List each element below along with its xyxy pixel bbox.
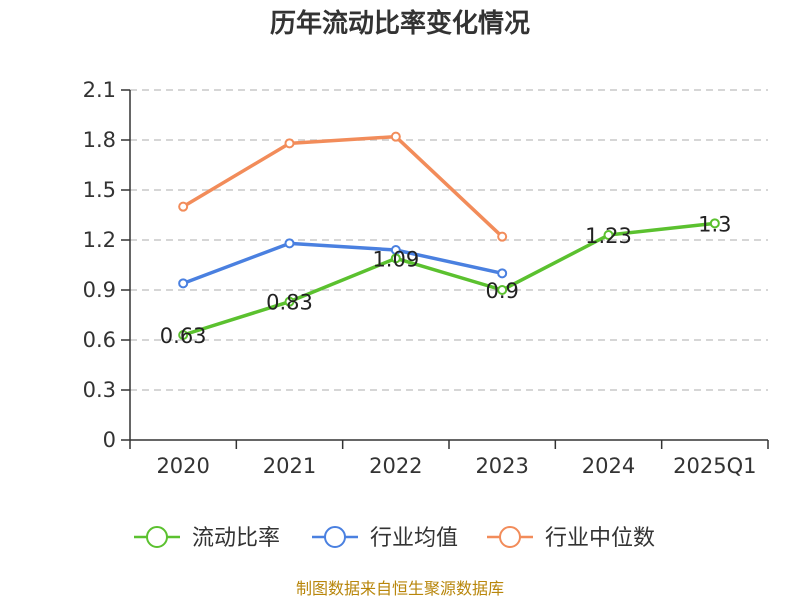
- series-line-0: [182, 221, 716, 337]
- data-point: [497, 268, 508, 279]
- data-point: [178, 201, 189, 212]
- series-line-2: [182, 134, 504, 238]
- legend-item-0[interactable]: 流动比率: [134, 526, 280, 551]
- x-tick-label: 2022: [369, 454, 422, 478]
- data-point: [178, 330, 189, 340]
- data-label: 0.63: [160, 324, 207, 348]
- chart-title: 历年流动比率变化情况: [270, 8, 530, 39]
- data-point: [390, 253, 401, 264]
- x-tick-label: 2020: [156, 454, 209, 478]
- legend-marker: [324, 526, 346, 548]
- legend-item-2[interactable]: 行业中位数: [487, 526, 655, 551]
- y-tick-label: 0: [103, 428, 116, 452]
- source-note: 制图数据来自恒生聚源数据库: [296, 579, 504, 598]
- data-point: [178, 278, 189, 289]
- x-tick-label: 2023: [475, 454, 528, 478]
- data-point: [390, 131, 401, 142]
- y-tick-label: 0.9: [83, 278, 116, 302]
- legend-marker: [499, 526, 521, 548]
- y-tick-label: 1.2: [83, 228, 116, 252]
- data-point: [284, 138, 295, 149]
- data-point: [497, 285, 508, 295]
- data-labels: 0.63 0.83 1.09 0.9 1.23 1.3: [160, 212, 732, 348]
- x-tick-label: 2021: [263, 454, 316, 478]
- x-tick-label: 2024: [582, 454, 635, 478]
- legend-marker: [146, 526, 168, 548]
- data-point: [284, 296, 295, 307]
- axes: 0 0.3 0.6 0.9 1.2 1.5 1.8 2.1 2020 2021 2022 2023 20…: [83, 78, 769, 478]
- data-label: 1.3: [698, 212, 731, 236]
- data-point: [284, 238, 295, 249]
- data-label: 0.83: [266, 291, 313, 315]
- data-label: 1.23: [585, 224, 632, 248]
- y-tick-label: 0.3: [83, 378, 116, 402]
- legend-item-1[interactable]: 行业均值: [312, 526, 458, 551]
- data-point: [603, 230, 614, 240]
- y-tick-label: 1.8: [83, 128, 116, 152]
- series-line-1: [182, 241, 503, 285]
- series-group: [178, 131, 720, 340]
- gridlines: [130, 89, 768, 391]
- legend-label: 行业中位数: [545, 526, 655, 551]
- legend[interactable]: 流动比率 行业均值 行业中位数: [134, 526, 655, 551]
- data-label: 1.09: [372, 247, 419, 271]
- data-point: [709, 218, 720, 229]
- y-tick-label: 0.6: [83, 328, 116, 352]
- data-point: [497, 231, 508, 242]
- legend-label: 流动比率: [192, 526, 280, 551]
- data-label: 0.9: [485, 279, 518, 303]
- y-tick-label: 1.5: [83, 178, 116, 202]
- x-tick-label: 2025Q1: [673, 454, 756, 478]
- y-tick-label: 2.1: [83, 78, 116, 102]
- legend-label: 行业均值: [370, 526, 458, 551]
